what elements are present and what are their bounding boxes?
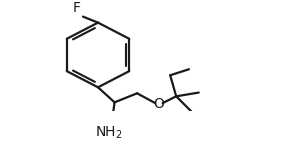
Text: F: F — [73, 1, 81, 15]
Text: O: O — [154, 97, 164, 111]
Text: NH$_2$: NH$_2$ — [95, 125, 122, 141]
